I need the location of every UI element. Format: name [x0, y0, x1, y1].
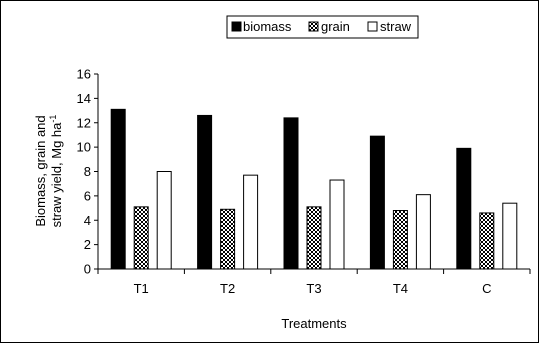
y-axis-title-line2-sup: -1 — [48, 115, 58, 123]
bar-grain-c — [479, 212, 495, 270]
y-tick-label: 0 — [84, 262, 91, 277]
x-axis-title: Treatments — [281, 316, 347, 331]
bar-straw-t1 — [156, 171, 172, 270]
bar-straw-t2 — [243, 174, 259, 270]
legend-swatch-straw — [367, 21, 378, 32]
y-ticks: 0 2 4 6 8 10 12 14 16 — [77, 67, 98, 277]
bar-biomass-t1 — [110, 108, 126, 270]
legend-swatch-biomass — [231, 21, 242, 32]
y-tick-label: 16 — [77, 67, 91, 82]
x-tick-label-t1: T1 — [134, 281, 149, 296]
legend-label-straw: straw — [380, 19, 412, 34]
bar-straw-t3 — [329, 179, 345, 270]
y-axis-title-line1: Biomass, grain and — [33, 115, 48, 226]
bar-grain-t1 — [133, 206, 149, 270]
x-tick-label-c: C — [482, 281, 491, 296]
bar-grain-t2 — [220, 208, 236, 270]
x-tick-label-t3: T3 — [306, 281, 321, 296]
bar-grain-t3 — [306, 206, 322, 270]
y-tick-label: 4 — [84, 213, 91, 228]
legend: biomass grain straw — [226, 15, 419, 39]
bar-biomass-c — [456, 147, 472, 270]
y-tick-label: 12 — [77, 115, 91, 130]
bar-straw-c — [502, 202, 518, 270]
y-tick-label: 6 — [84, 188, 91, 203]
y-tick-label: 2 — [84, 237, 91, 252]
bar-grain-t4 — [392, 210, 408, 270]
y-axis-title-line2-main: straw yield, Mg ha — [49, 122, 64, 228]
x-ticks: T1 T2 T3 T4 C — [97, 269, 531, 296]
bars — [110, 108, 518, 270]
x-tick-label-t4: T4 — [393, 281, 408, 296]
legend-label-biomass: biomass — [243, 19, 292, 34]
y-axis-title-line2: straw yield, Mg ha-1 — [48, 115, 64, 228]
bar-biomass-t3 — [283, 117, 299, 270]
bar-biomass-t2 — [197, 114, 213, 270]
bar-straw-t4 — [415, 194, 431, 270]
x-tick-label-t2: T2 — [220, 281, 235, 296]
bar-biomass-t4 — [369, 135, 385, 270]
y-tick-label: 8 — [84, 164, 91, 179]
legend-swatch-grain — [308, 21, 319, 32]
y-tick-label: 10 — [77, 140, 91, 155]
legend-label-grain: grain — [321, 19, 350, 34]
y-tick-label: 14 — [77, 91, 91, 106]
